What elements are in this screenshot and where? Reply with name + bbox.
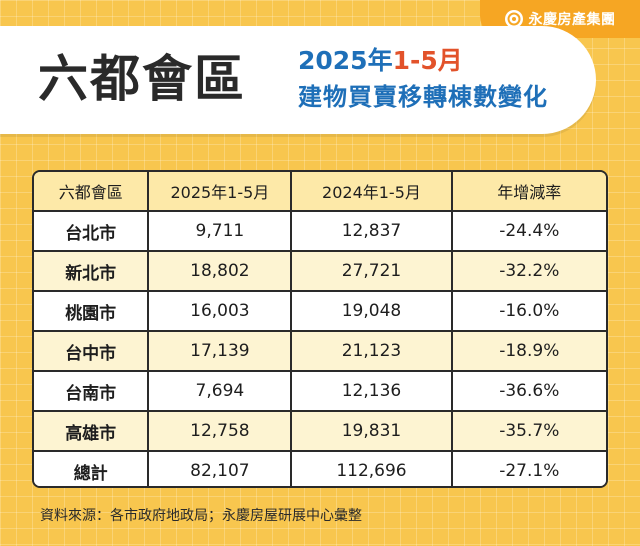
row-2025-value: 7,694 xyxy=(148,371,293,412)
row-city: 桃園市 xyxy=(34,291,150,332)
header-region: 六都會區 xyxy=(34,172,150,212)
total-label: 總計 xyxy=(34,451,150,486)
period-year: 2025年 xyxy=(298,46,393,75)
row-2025-value: 16,003 xyxy=(148,291,293,332)
header-2025: 2025年1-5月 xyxy=(148,172,293,212)
total-change: -27.1% xyxy=(451,451,606,486)
row-change: -32.2% xyxy=(451,251,606,292)
row-2024-value: 27,721 xyxy=(291,251,453,292)
table-row: 台南市 7,694 12,136 -36.6% xyxy=(34,371,606,412)
period-heading: 2025年1-5月 xyxy=(298,46,463,76)
row-2025-value: 18,802 xyxy=(148,251,293,292)
transfer-table: 六都會區 2025年1-5月 2024年1-5月 年增減率 台北市 9,711 … xyxy=(32,170,608,488)
page-title: 六都會區 xyxy=(38,50,246,108)
brand-name: 永慶房產集團 xyxy=(528,12,616,28)
row-2025-value: 17,139 xyxy=(148,331,293,372)
row-2024-value: 12,837 xyxy=(291,211,453,252)
row-change: -35.7% xyxy=(451,411,606,452)
table-row: 新北市 18,802 27,721 -32.2% xyxy=(34,251,606,292)
row-2024-value: 21,123 xyxy=(291,331,453,372)
row-change: -18.9% xyxy=(451,331,606,372)
total-2024-value: 112,696 xyxy=(291,451,453,486)
title-banner: 六都會區 2025年1-5月 建物買賣移轉棟數變化 xyxy=(0,26,596,134)
row-city: 新北市 xyxy=(34,251,150,292)
period-months: 1-5月 xyxy=(392,46,463,75)
row-city: 台南市 xyxy=(34,371,150,412)
row-2024-value: 19,831 xyxy=(291,411,453,452)
row-2024-value: 19,048 xyxy=(291,291,453,332)
row-2025-value: 12,758 xyxy=(148,411,293,452)
page-subtitle: 建物買賣移轉棟數變化 xyxy=(298,83,548,111)
yungching-logo-icon xyxy=(504,10,523,28)
row-change: -16.0% xyxy=(451,291,606,332)
table-row: 台北市 9,711 12,837 -24.4% xyxy=(34,211,606,252)
row-city: 台北市 xyxy=(34,211,150,252)
row-change: -24.4% xyxy=(451,211,606,252)
total-2025-value: 82,107 xyxy=(148,451,293,486)
row-2024-value: 12,136 xyxy=(291,371,453,412)
table-row: 高雄市 12,758 19,831 -35.7% xyxy=(34,411,606,452)
table-total-row: 總計 82,107 112,696 -27.1% xyxy=(34,451,606,486)
table-row: 桃園市 16,003 19,048 -16.0% xyxy=(34,291,606,332)
source-note: 資料來源：各市政府地政局；永慶房屋研展中心彙整 xyxy=(40,508,362,524)
row-city: 高雄市 xyxy=(34,411,150,452)
row-2025-value: 9,711 xyxy=(148,211,293,252)
row-change: -36.6% xyxy=(451,371,606,412)
row-city: 台中市 xyxy=(34,331,150,372)
header-change: 年增減率 xyxy=(451,172,606,212)
header-2024: 2024年1-5月 xyxy=(291,172,453,212)
table-header-row: 六都會區 2025年1-5月 2024年1-5月 年增減率 xyxy=(34,172,606,212)
table-row: 台中市 17,139 21,123 -18.9% xyxy=(34,331,606,372)
